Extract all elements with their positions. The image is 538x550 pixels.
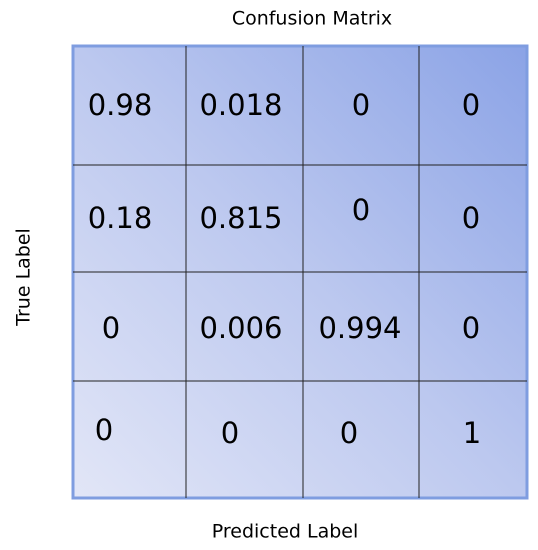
- cell-value: 0: [462, 201, 480, 235]
- cell-value: 0: [221, 416, 239, 450]
- cell-value: 0: [95, 413, 113, 447]
- x-axis-label: Predicted Label: [212, 521, 359, 543]
- cell-value: 0: [340, 416, 358, 450]
- grid: [73, 46, 527, 498]
- title: Confusion Matrix: [232, 8, 392, 30]
- cell-value: 0: [462, 88, 480, 122]
- y-axis-label: True Label: [13, 228, 35, 327]
- cell-value: 0.994: [318, 311, 401, 345]
- cell-value: 0.018: [199, 88, 282, 122]
- cell-value: 0: [462, 311, 480, 345]
- cell-value: 0.006: [199, 311, 282, 345]
- cell-value: 0.98: [88, 88, 153, 122]
- cell-value: 0: [102, 311, 120, 345]
- cells: 0.98 0.018 0 0 0.18 0.815 0 0 0 0.006 0.994 0 0 0 0 1: [88, 88, 482, 450]
- cell-value: 1: [463, 416, 481, 450]
- cell-value: 0.815: [199, 201, 282, 235]
- cell-value: 0.18: [88, 201, 153, 235]
- cell-value: 0: [352, 88, 370, 122]
- cell-value: 0: [352, 193, 370, 227]
